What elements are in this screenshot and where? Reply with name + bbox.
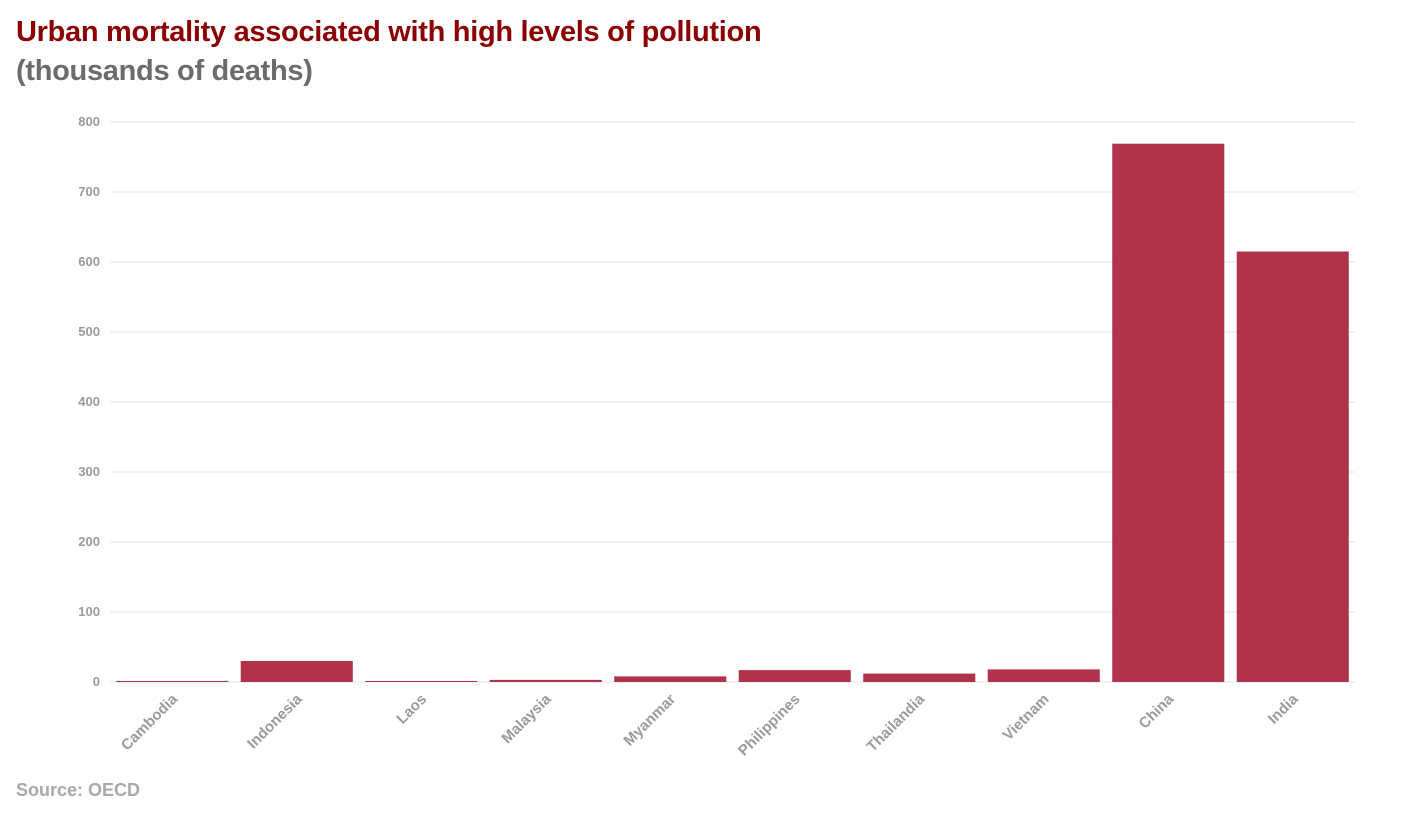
x-tick-label: Laos	[393, 691, 430, 728]
bar-thailandia[interactable]	[863, 673, 976, 682]
x-tick-label: Malaysia	[498, 690, 555, 747]
x-tick-label: Philippines	[735, 691, 804, 760]
y-tick-label: 300	[78, 464, 100, 479]
y-tick-label: 200	[78, 534, 100, 549]
bar-indonesia[interactable]	[240, 661, 353, 682]
y-tick-label: 500	[78, 324, 100, 339]
y-tick-label: 100	[78, 604, 100, 619]
bar-vietnam[interactable]	[987, 669, 1100, 682]
bar-laos[interactable]	[365, 681, 478, 682]
bar-india[interactable]	[1236, 251, 1349, 683]
y-tick-label: 0	[93, 674, 100, 689]
x-tick-label: China	[1136, 690, 1178, 732]
y-tick-label: 600	[78, 254, 100, 269]
x-tick-label: India	[1265, 690, 1302, 727]
y-tick-label: 700	[78, 184, 100, 199]
x-tick-label: Indonesia	[244, 690, 306, 752]
x-tick-label: Vietnam	[999, 691, 1052, 744]
x-tick-label: Myanmar	[620, 691, 679, 750]
y-tick-label: 400	[78, 394, 100, 409]
y-axis-ticks: 0 100 200 300 400 500 600 700 800	[78, 114, 100, 689]
x-axis-labels: Cambodia Indonesia Laos Malaysia Myanmar Phil…	[118, 690, 1302, 759]
bar-china[interactable]	[1112, 143, 1225, 682]
bar-malaysia[interactable]	[489, 679, 602, 682]
bar-myanmar[interactable]	[614, 676, 727, 682]
bars	[116, 143, 1349, 683]
source-note: Source: OECD	[16, 780, 141, 800]
y-tick-label: 800	[78, 114, 100, 129]
chart-title: Urban mortality associated with high lev…	[16, 16, 762, 48]
bar-cambodia[interactable]	[116, 680, 229, 682]
x-tick-label: Thailandia	[864, 690, 929, 755]
x-tick-label: Cambodia	[118, 690, 182, 754]
bar-philippines[interactable]	[738, 670, 851, 682]
chart-subtitle: (thousands of deaths)	[16, 55, 313, 87]
